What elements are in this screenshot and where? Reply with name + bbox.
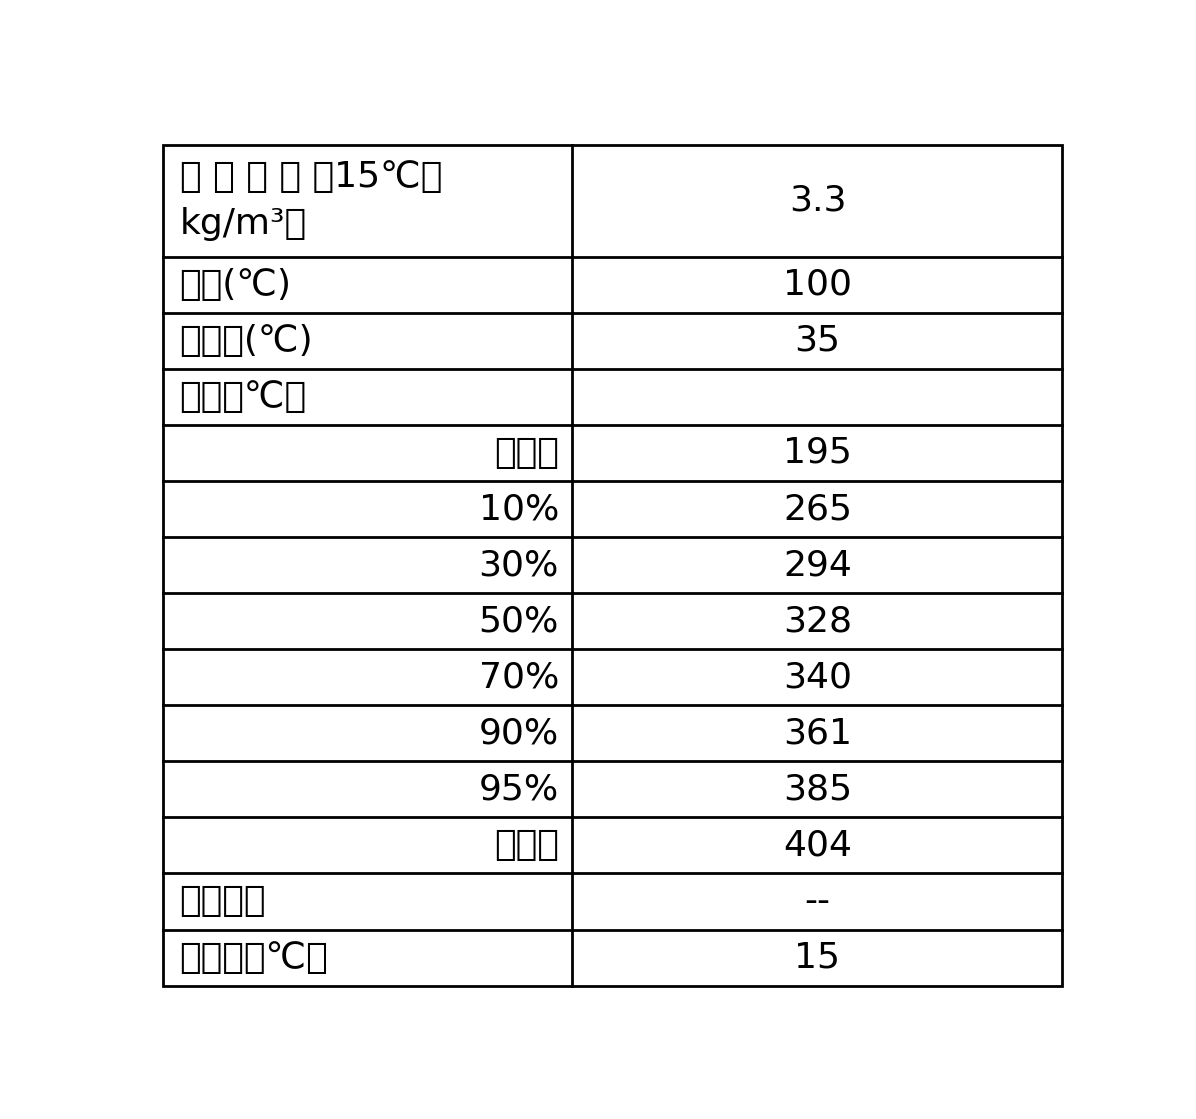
Text: 195: 195 bbox=[783, 436, 852, 470]
Text: 100: 100 bbox=[783, 267, 852, 302]
Text: 3.3: 3.3 bbox=[788, 184, 847, 218]
Text: --: -- bbox=[805, 884, 830, 919]
Text: 15: 15 bbox=[794, 941, 841, 975]
Text: 70%: 70% bbox=[478, 660, 559, 694]
Text: 35: 35 bbox=[794, 323, 841, 358]
Text: 闪点(℃): 闪点(℃) bbox=[179, 267, 292, 302]
Text: 凝固点（℃）: 凝固点（℃） bbox=[179, 941, 329, 975]
Text: 328: 328 bbox=[783, 604, 852, 638]
Text: 90%: 90% bbox=[478, 716, 559, 750]
Text: 294: 294 bbox=[783, 548, 852, 582]
Text: 蜡馏（℃）: 蜡馏（℃） bbox=[179, 380, 306, 414]
Text: 30%: 30% bbox=[478, 548, 559, 582]
Text: 10%: 10% bbox=[478, 492, 559, 526]
Text: 50%: 50% bbox=[478, 604, 559, 638]
Text: 十六烷値: 十六烷値 bbox=[179, 884, 266, 919]
Text: 终馏点: 终馏点 bbox=[494, 828, 559, 863]
Text: 340: 340 bbox=[783, 660, 852, 694]
Text: kg/m³）: kg/m³） bbox=[179, 207, 306, 242]
Text: 265: 265 bbox=[783, 492, 852, 526]
Text: 385: 385 bbox=[783, 772, 852, 807]
Text: 404: 404 bbox=[783, 828, 852, 863]
Text: 361: 361 bbox=[783, 716, 852, 750]
Text: 初馏点: 初馏点 bbox=[494, 436, 559, 470]
Text: 运 动 黏 度 （15℃，: 运 动 黏 度 （15℃， bbox=[179, 160, 443, 194]
Text: 冷滤点(℃): 冷滤点(℃) bbox=[179, 323, 313, 358]
Text: 95%: 95% bbox=[478, 772, 559, 807]
